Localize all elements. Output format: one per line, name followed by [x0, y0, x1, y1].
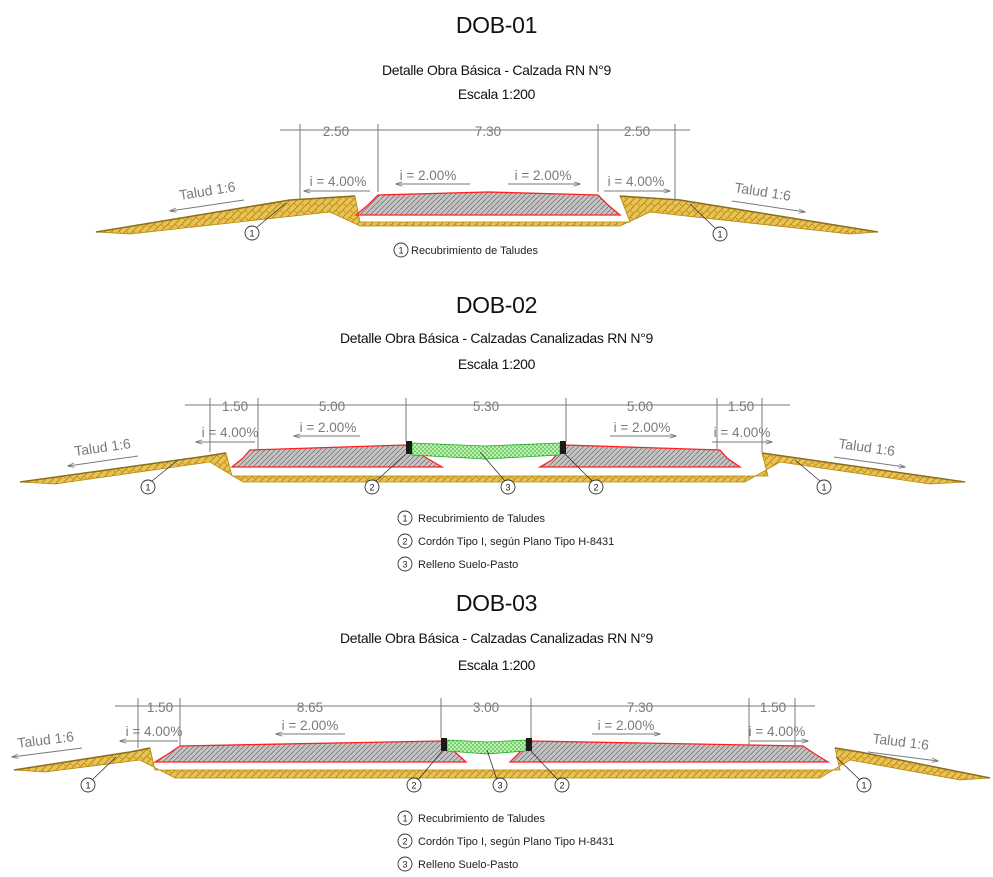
callout-number: 1	[821, 483, 826, 493]
section-description: Detalle Obra Básica - Calzadas Canalizad…	[339, 630, 654, 646]
callout-number: 1	[249, 229, 254, 239]
dimension-label: 1.50	[222, 399, 248, 414]
section-scale: Escala 1:200	[457, 657, 536, 673]
pavement-left	[230, 444, 445, 468]
slope-label: i = 4.00%	[310, 174, 367, 189]
legend-text: Cordón Tipo I, según Plano Tipo H-8431	[418, 836, 614, 848]
slope-label: i = 4.00%	[202, 425, 259, 440]
dimension-line	[115, 698, 815, 748]
slope-line-left	[19, 452, 227, 483]
section-description: Detalle Obra Básica - Calzadas Canalizad…	[339, 330, 654, 346]
slope-line-left	[13, 747, 151, 771]
dimension-label: 2.50	[624, 124, 650, 139]
callout-number: 2	[593, 483, 598, 493]
legend-text: Recubrimiento de Taludes	[411, 245, 538, 257]
section-dob-02: DOB-02 Detalle Obra Básica - Calzadas Ca…	[19, 292, 966, 572]
section-title: DOB-01	[455, 12, 538, 38]
slope-label: i = 2.00%	[300, 420, 357, 435]
slope-label: i = 2.00%	[515, 168, 572, 183]
legend-number: 2	[402, 837, 407, 847]
callout-number: 3	[505, 483, 510, 493]
curb-left	[441, 738, 447, 751]
callout-number: 1	[861, 781, 866, 791]
slope-label: i = 4.00%	[714, 425, 771, 440]
talud-label-right: Talud 1:6	[838, 435, 897, 459]
dimension-line	[280, 124, 690, 200]
legend-number: 2	[402, 537, 407, 547]
section-description: Detalle Obra Básica - Calzada RN N°9	[381, 62, 611, 78]
dimension-label: 8.65	[297, 700, 323, 715]
legend-number: 1	[398, 246, 403, 256]
slope-label: i = 4.00%	[608, 174, 665, 189]
slope-line-left	[95, 195, 356, 233]
slope-label: i = 2.00%	[282, 718, 339, 733]
grass-fill	[411, 442, 561, 460]
dimension-label: 1.50	[147, 700, 173, 715]
cross-section-drawing: 1.50 5.00 5.30 5.00 1.50 i = 4.00% i = 2…	[19, 398, 966, 572]
dimension-label: 2.50	[323, 124, 349, 139]
legend-text: Relleno Suelo-Pasto	[418, 859, 518, 871]
talud-label-right: Talud 1:6	[872, 730, 931, 753]
cross-section-drawing: 2.50 7.30 2.50 i = 4.00% i = 2.00% i = 2…	[95, 124, 879, 258]
curb-left	[406, 441, 412, 454]
callout-number: 1	[85, 781, 90, 791]
slope-label: i = 2.00%	[400, 168, 457, 183]
curb-right	[560, 441, 566, 454]
legend-text: Cordón Tipo I, según Plano Tipo H-8431	[418, 536, 614, 548]
section-dob-01: DOB-01 Detalle Obra Básica - Calzada RN …	[0, 0, 993, 270]
section-title: DOB-02	[455, 292, 538, 318]
callout-number: 1	[145, 483, 150, 493]
pavement-right	[537, 444, 743, 468]
dimension-label: 7.30	[627, 700, 653, 715]
pavement-left	[152, 740, 468, 763]
section-scale: Escala 1:200	[457, 86, 536, 102]
legend-number: 3	[402, 560, 407, 570]
callout-number: 3	[497, 781, 502, 791]
talud-label-left: Talud 1:6	[73, 435, 132, 459]
talud-label-left: Talud 1:6	[16, 728, 75, 751]
slope-label: i = 2.00%	[614, 420, 671, 435]
slope-label: i = 4.00%	[749, 724, 806, 739]
slope-line-right	[834, 747, 991, 779]
legend-number: 1	[402, 814, 407, 824]
callout-number: 1	[717, 230, 722, 240]
dimension-label: 1.50	[728, 399, 754, 414]
slope-line-right	[761, 452, 966, 483]
curb-right	[526, 738, 532, 751]
dimension-label: 7.30	[475, 124, 501, 139]
dimension-label: 5.30	[473, 399, 499, 414]
legend-number: 3	[402, 860, 407, 870]
legend-number: 1	[402, 514, 407, 524]
callout-number: 2	[369, 483, 374, 493]
dimension-line	[185, 398, 790, 452]
slope-label: i = 2.00%	[598, 718, 655, 733]
dimension-label: 3.00	[473, 700, 499, 715]
legend-text: Recubrimiento de Taludes	[418, 513, 545, 525]
legend-text: Recubrimiento de Taludes	[418, 813, 545, 825]
grass-fill	[446, 739, 527, 755]
pavement	[354, 191, 622, 216]
callout-number: 2	[559, 781, 564, 791]
section-title: DOB-03	[455, 590, 538, 616]
section-scale: Escala 1:200	[457, 356, 536, 372]
pavement-right	[508, 740, 831, 763]
dimension-label: 5.00	[627, 399, 653, 414]
slope-line-right	[619, 195, 879, 233]
dimension-label: 5.00	[319, 399, 345, 414]
callout-number: 2	[411, 781, 416, 791]
legend-text: Relleno Suelo-Pasto	[418, 559, 518, 571]
dimension-label: 1.50	[760, 700, 786, 715]
slope-label: i = 4.00%	[126, 724, 183, 739]
